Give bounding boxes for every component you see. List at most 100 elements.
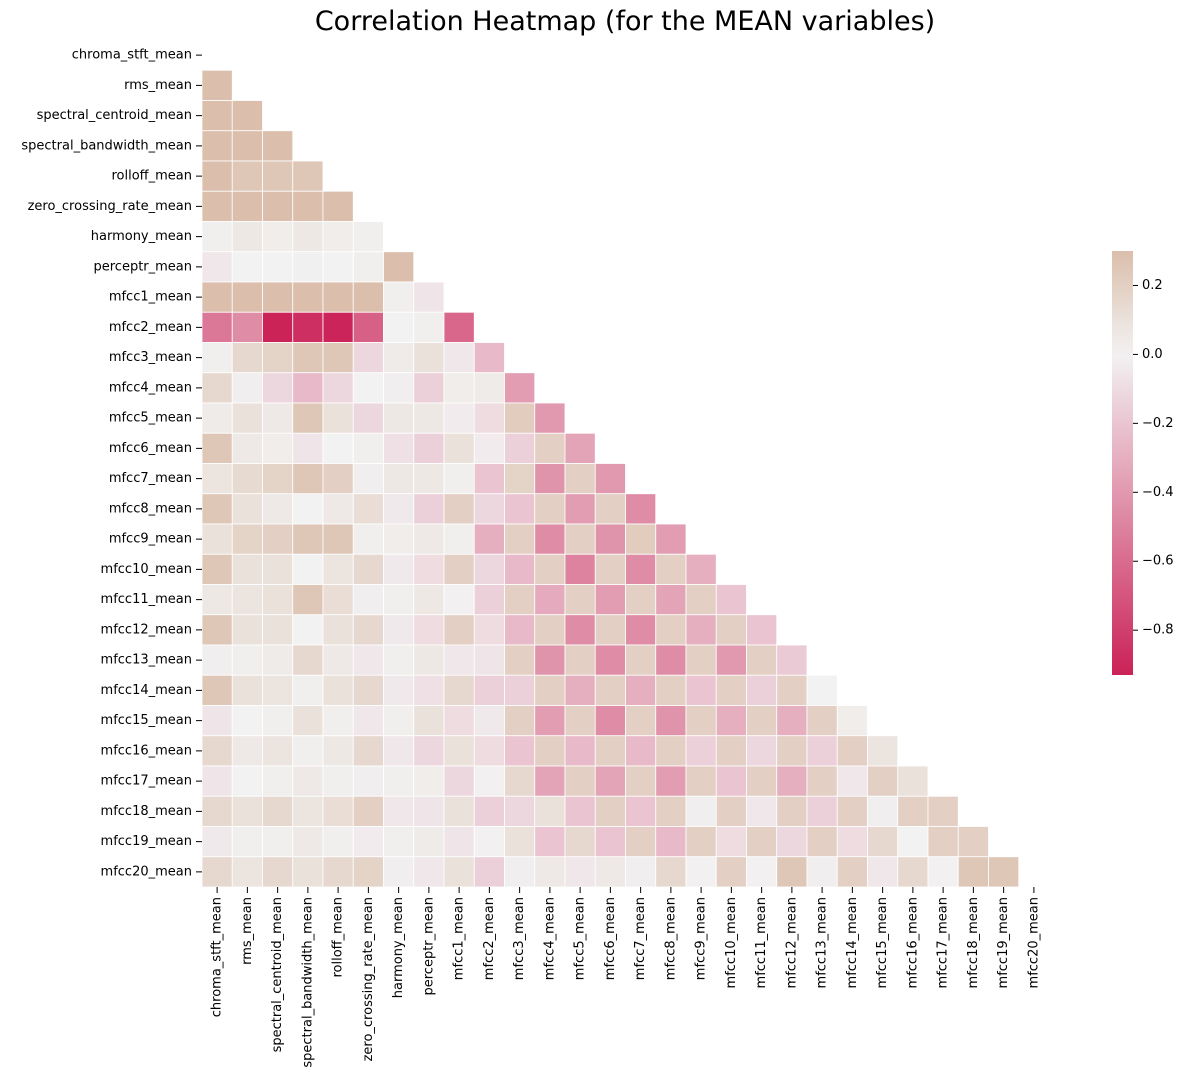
x-axis-tick-label: rolloff_mean: [331, 897, 346, 978]
heatmap-cell: [776, 674, 808, 706]
heatmap-cell: [746, 856, 778, 888]
heatmap-cell: [201, 311, 233, 343]
heatmap-cell: [322, 221, 354, 253]
heatmap-cell: [564, 735, 596, 767]
colorbar-tick-label: −0.4: [1142, 485, 1174, 500]
heatmap-cell: [564, 614, 596, 646]
y-axis-tick-label: mfcc5_mean: [109, 411, 192, 426]
heatmap-cell: [413, 584, 445, 616]
x-axis-tick-label: mfcc17_mean: [936, 897, 951, 988]
heatmap-cell: [322, 644, 354, 676]
heatmap-cell: [322, 372, 354, 404]
heatmap-cell: [655, 765, 687, 797]
y-axis-tick-label: mfcc8_mean: [109, 501, 192, 516]
heatmap-cell: [685, 705, 717, 737]
heatmap-cell: [413, 735, 445, 767]
heatmap-cell: [594, 644, 626, 676]
heatmap-cell: [383, 432, 415, 464]
heatmap-cell: [231, 130, 263, 162]
heatmap-cell: [776, 705, 808, 737]
x-axis-tick-label: mfcc14_mean: [845, 897, 860, 988]
y-axis-tick-label: mfcc6_mean: [109, 441, 192, 456]
heatmap-cell: [564, 856, 596, 888]
heatmap-cell: [231, 523, 263, 555]
heatmap-cell: [594, 765, 626, 797]
heatmap-cell: [231, 493, 263, 525]
heatmap-cell: [262, 130, 294, 162]
heatmap-cell: [262, 221, 294, 253]
heatmap-cell: [534, 523, 566, 555]
heatmap-cell: [413, 372, 445, 404]
heatmap-cell: [383, 281, 415, 313]
heatmap-cell: [413, 402, 445, 434]
heatmap-cell: [504, 856, 536, 888]
heatmap-cell: [262, 523, 294, 555]
heatmap-cell: [262, 644, 294, 676]
x-axis-tick-label: perceptr_mean: [421, 897, 436, 996]
heatmap-cell: [927, 795, 959, 827]
x-axis-tick-label: mfcc19_mean: [996, 897, 1011, 988]
heatmap-cell: [262, 402, 294, 434]
x-axis-tick-label: mfcc10_mean: [724, 897, 739, 988]
heatmap-cell: [231, 190, 263, 222]
x-axis-tick-label: mfcc15_mean: [875, 897, 890, 988]
heatmap-cell: [534, 705, 566, 737]
heatmap-cell: [836, 735, 868, 767]
heatmap-cell: [625, 826, 657, 858]
heatmap-cell: [413, 311, 445, 343]
heatmap-cell: [776, 826, 808, 858]
heatmap-cell: [897, 795, 929, 827]
x-axis-tick-label: mfcc16_mean: [905, 897, 920, 988]
heatmap-cell: [867, 735, 899, 767]
heatmap-cell: [534, 856, 566, 888]
heatmap-cell: [383, 251, 415, 283]
heatmap-cell: [231, 614, 263, 646]
heatmap-cell: [715, 614, 747, 646]
y-axis-tick-label: mfcc14_mean: [101, 683, 192, 698]
colorbar-tick-label: 0.2: [1142, 278, 1163, 293]
heatmap-cell: [292, 311, 324, 343]
heatmap-cell: [352, 795, 384, 827]
heatmap-cell: [262, 795, 294, 827]
heatmap-cell: [776, 795, 808, 827]
heatmap-cell: [594, 795, 626, 827]
heatmap-cell: [201, 342, 233, 374]
heatmap-cell: [292, 251, 324, 283]
heatmap-cell: [564, 644, 596, 676]
heatmap-cell: [413, 553, 445, 585]
heatmap-cell: [806, 705, 838, 737]
heatmap-cell: [201, 160, 233, 192]
heatmap-cell: [473, 795, 505, 827]
heatmap-cell: [534, 674, 566, 706]
heatmap-cell: [352, 463, 384, 495]
heatmap-cell: [352, 826, 384, 858]
heatmap-cell: [715, 856, 747, 888]
heatmap-cell: [383, 311, 415, 343]
heatmap-cell: [201, 69, 233, 101]
heatmap-cell: [352, 523, 384, 555]
heatmap-cell: [685, 553, 717, 585]
heatmap-cell: [352, 342, 384, 374]
heatmap-cell: [867, 795, 899, 827]
heatmap-cell: [715, 765, 747, 797]
heatmap-cell: [352, 372, 384, 404]
heatmap-cell: [806, 856, 838, 888]
heatmap-cell: [262, 765, 294, 797]
heatmap-cell: [262, 674, 294, 706]
y-axis-tick-label: mfcc17_mean: [101, 774, 192, 789]
heatmap-cell: [685, 795, 717, 827]
heatmap-cell: [715, 584, 747, 616]
heatmap-cell: [231, 372, 263, 404]
heatmap-cell: [231, 281, 263, 313]
heatmap-cell: [322, 493, 354, 525]
heatmap-cell: [292, 553, 324, 585]
heatmap-cell: [231, 674, 263, 706]
x-axis-tick-label: mfcc2_mean: [482, 897, 497, 980]
heatmap-cell: [201, 765, 233, 797]
heatmap-cell: [292, 221, 324, 253]
heatmap-cell: [685, 735, 717, 767]
heatmap-cell: [625, 523, 657, 555]
heatmap-cell: [443, 432, 475, 464]
y-axis-tick-label: mfcc1_mean: [109, 290, 192, 305]
